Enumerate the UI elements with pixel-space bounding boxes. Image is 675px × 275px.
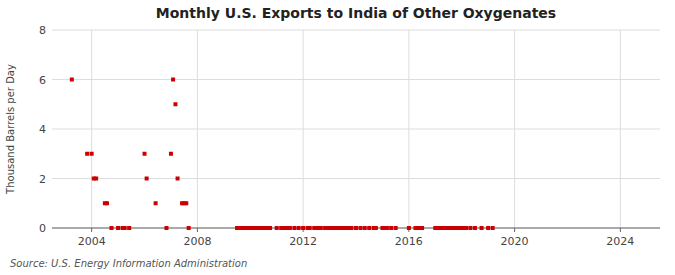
x-tick-label: 2020 [501,235,529,248]
point [109,226,113,230]
y-tick-label: 6 [39,74,46,87]
point [145,177,149,181]
x-tick-label: 2016 [395,235,423,248]
point [468,226,472,230]
chart: 0 2 4 6 8 2004 2008 2012 2016 2020 2024 Monthly U.S… [0,0,675,275]
y-grid-line [52,79,660,80]
point [358,226,362,230]
point [143,152,147,156]
point [187,226,191,230]
point [127,226,131,230]
y-tick-label: 0 [39,222,46,235]
x-grid-line [620,30,621,228]
point [184,201,188,205]
point [473,226,477,230]
title: Monthly U.S. Exports to India of Other O… [156,5,556,21]
point [420,226,424,230]
point [90,152,94,156]
point [363,226,367,230]
point [288,226,292,230]
x-tick [91,228,92,232]
x-grid-line [514,30,515,228]
point [105,201,109,205]
y-grid-line [52,129,660,130]
x-tick-label: 2008 [183,235,211,248]
x-grid-line [303,30,304,228]
point [367,226,371,230]
point [169,152,173,156]
point [464,226,468,230]
x-tick-label: 2012 [289,235,317,248]
point [486,226,490,230]
point [407,226,411,230]
point [176,177,180,181]
x-tick [197,228,198,232]
y-tick-label: 4 [39,123,46,136]
point [354,226,358,230]
x-grid-line [197,30,198,228]
x-grid-line [408,30,409,228]
source-note: Source: U.S. Energy Information Administ… [10,258,247,269]
x-tick-label: 2004 [78,235,106,248]
point [94,177,98,181]
point [268,226,272,230]
point [480,226,484,230]
point [85,152,89,156]
x-grid-line [91,30,92,228]
points [70,78,495,231]
y-axis-label: Thousand Barrels per Day [5,64,16,195]
point [164,226,168,230]
point [394,226,398,230]
y-grid-line [52,30,660,31]
point [491,226,495,230]
point [301,226,305,230]
point [308,226,312,230]
point [292,226,296,230]
point [297,226,301,230]
point [70,78,74,82]
point [154,201,158,205]
background [0,0,675,275]
x-tick [620,228,621,232]
y-grid-line [52,178,660,179]
point [385,226,389,230]
grid [52,30,660,228]
x-tick-label: 2024 [606,235,634,248]
x-tick [514,228,515,232]
point [374,226,378,230]
point [116,226,120,230]
point [173,102,177,106]
point [389,226,393,230]
y-tick-label: 2 [39,173,46,186]
point [275,226,279,230]
point [319,226,323,230]
point [171,78,175,82]
y-tick-label: 8 [39,24,46,37]
point [350,226,354,230]
point [123,226,127,230]
